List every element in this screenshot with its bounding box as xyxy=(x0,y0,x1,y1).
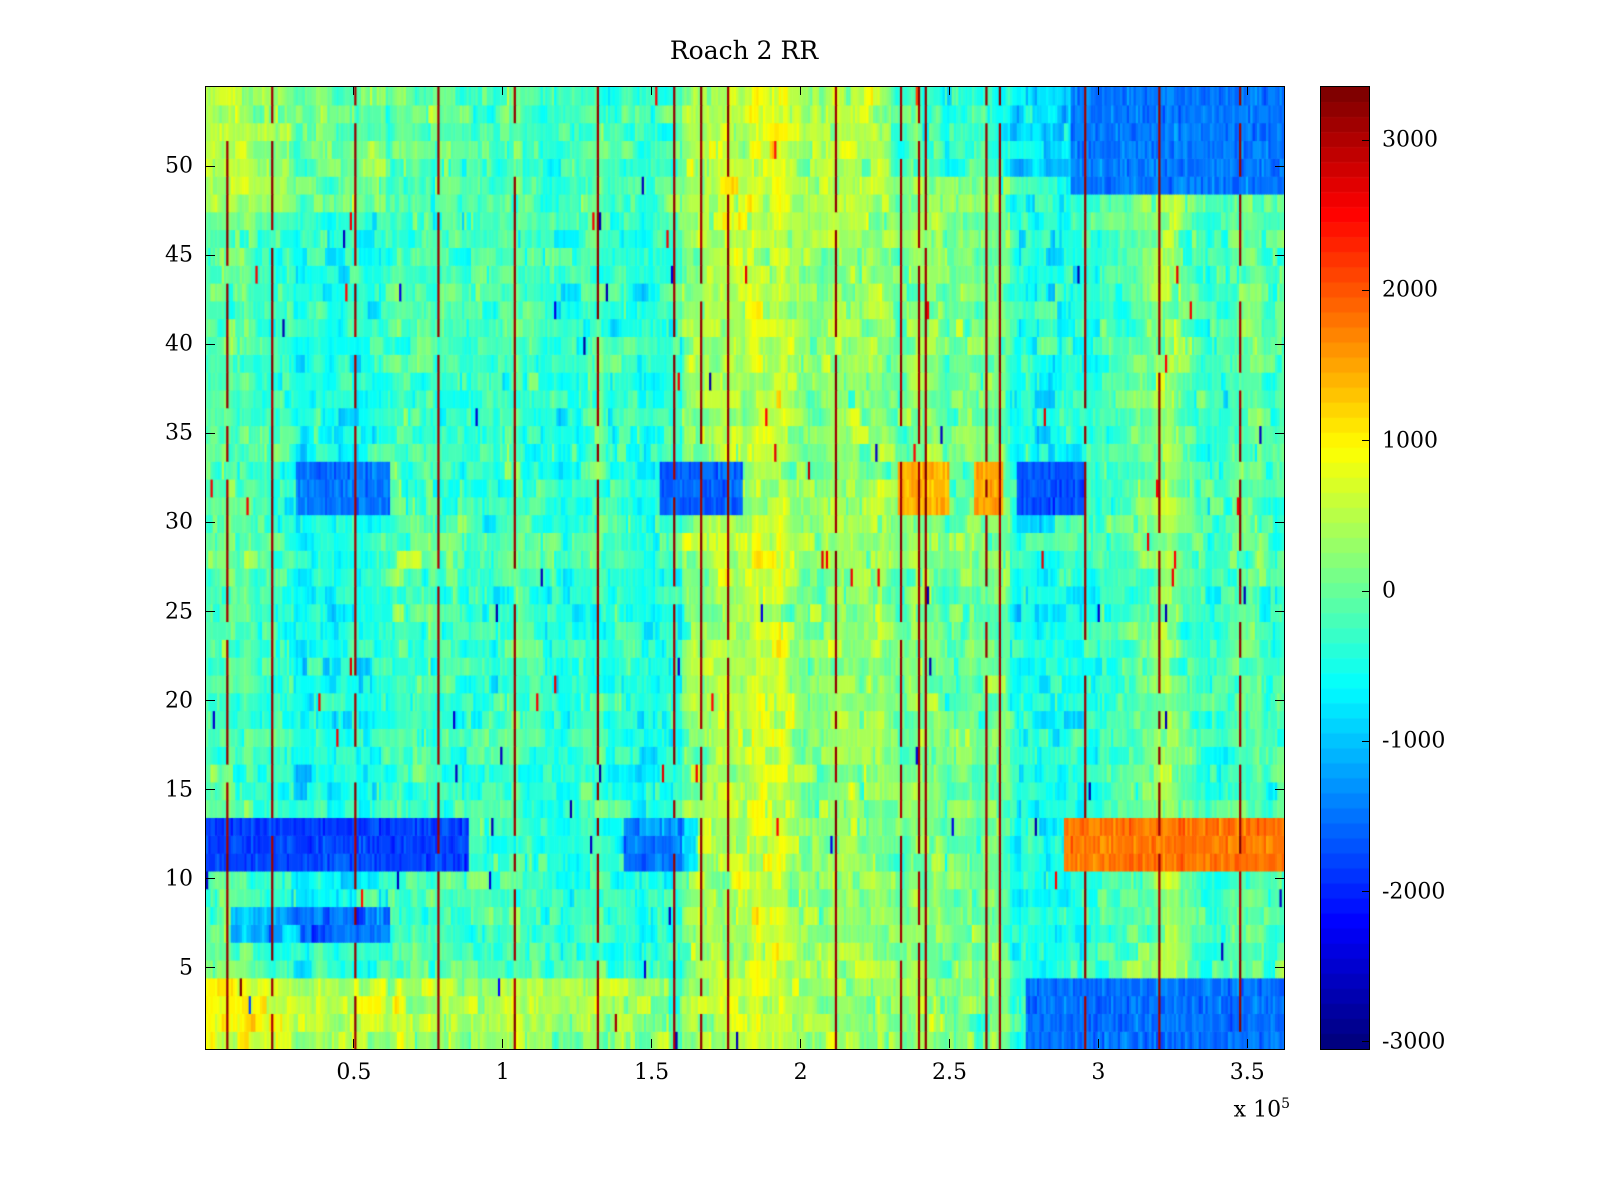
y-tick-mark xyxy=(206,165,215,167)
x-axis-exponent-base: x 10 xyxy=(1233,1097,1282,1123)
colorbar-tick-label: 1000 xyxy=(1382,428,1438,454)
y-tick-mark xyxy=(206,432,215,434)
y-tick-mark-right xyxy=(1275,700,1284,702)
y-tick-label: 10 xyxy=(165,866,193,892)
x-tick-mark xyxy=(948,1039,950,1048)
colorbar-tick-label: -2000 xyxy=(1382,879,1446,905)
y-tick-mark-right xyxy=(1275,789,1284,791)
x-tick-mark-top xyxy=(353,86,355,95)
x-tick-mark xyxy=(353,1039,355,1048)
y-tick-mark xyxy=(206,343,215,345)
y-tick-label: 15 xyxy=(165,777,193,803)
x-tick-label: 1 xyxy=(495,1060,510,1085)
x-tick-label: 1.5 xyxy=(634,1060,670,1085)
x-tick-label: 0.5 xyxy=(336,1060,372,1085)
y-tick-mark xyxy=(206,700,215,702)
colorbar-tick-mark xyxy=(1362,891,1370,893)
x-tick-mark-top xyxy=(948,86,950,95)
y-tick-mark xyxy=(206,967,215,969)
y-tick-mark-right xyxy=(1275,432,1284,434)
x-tick-label: 2 xyxy=(793,1060,808,1085)
y-tick-mark xyxy=(206,878,215,880)
x-tick-mark-top xyxy=(502,86,504,95)
x-tick-mark xyxy=(651,1039,653,1048)
y-tick-label: 25 xyxy=(165,599,193,625)
colorbar-tick-mark xyxy=(1362,590,1370,592)
y-tick-mark-right xyxy=(1275,165,1284,167)
colorbar-tick-label: 3000 xyxy=(1382,127,1438,153)
x-axis-exponent-sup: 5 xyxy=(1281,1096,1290,1112)
y-tick-label: 50 xyxy=(165,153,193,179)
x-tick-label: 2.5 xyxy=(931,1060,967,1085)
colorbar-tick-mark xyxy=(1362,740,1370,742)
colorbar-tick-mark xyxy=(1362,139,1370,141)
y-tick-mark xyxy=(206,254,215,256)
colorbar-tick-label: 0 xyxy=(1382,578,1396,604)
y-tick-mark xyxy=(206,789,215,791)
colorbar-tick-label: -1000 xyxy=(1382,728,1446,754)
y-tick-label: 5 xyxy=(179,955,193,981)
x-tick-mark-top xyxy=(1097,86,1099,95)
colorbar-canvas xyxy=(1320,86,1370,1050)
x-tick-mark-top xyxy=(800,86,802,95)
y-tick-label: 40 xyxy=(165,331,193,357)
colorbar-tick-mark xyxy=(1362,1041,1370,1043)
x-tick-mark-top xyxy=(651,86,653,95)
x-tick-mark xyxy=(502,1039,504,1048)
y-tick-label: 45 xyxy=(165,242,193,268)
x-tick-mark xyxy=(1246,1039,1248,1048)
x-tick-label: 3.5 xyxy=(1229,1060,1265,1085)
y-tick-mark-right xyxy=(1275,967,1284,969)
y-tick-mark-right xyxy=(1275,343,1284,345)
x-axis-exponent: x 105 xyxy=(1150,1096,1290,1122)
y-tick-label: 35 xyxy=(165,420,193,446)
colorbar-tick-mark xyxy=(1362,440,1370,442)
y-tick-mark-right xyxy=(1275,611,1284,613)
y-tick-mark-right xyxy=(1275,878,1284,880)
colorbar-tick-mark xyxy=(1362,289,1370,291)
y-tick-mark-right xyxy=(1275,254,1284,256)
y-tick-label: 20 xyxy=(165,688,193,714)
y-tick-mark-right xyxy=(1275,521,1284,523)
heatmap-canvas xyxy=(205,86,1285,1050)
y-tick-mark xyxy=(206,611,215,613)
y-tick-label: 30 xyxy=(165,509,193,535)
colorbar-tick-label: -3000 xyxy=(1382,1029,1446,1055)
x-tick-label: 3 xyxy=(1091,1060,1106,1085)
colorbar-tick-label: 2000 xyxy=(1382,277,1438,303)
x-tick-mark-top xyxy=(1246,86,1248,95)
y-tick-mark xyxy=(206,521,215,523)
chart-title: Roach 2 RR xyxy=(669,36,819,65)
x-tick-mark xyxy=(800,1039,802,1048)
x-tick-mark xyxy=(1097,1039,1099,1048)
